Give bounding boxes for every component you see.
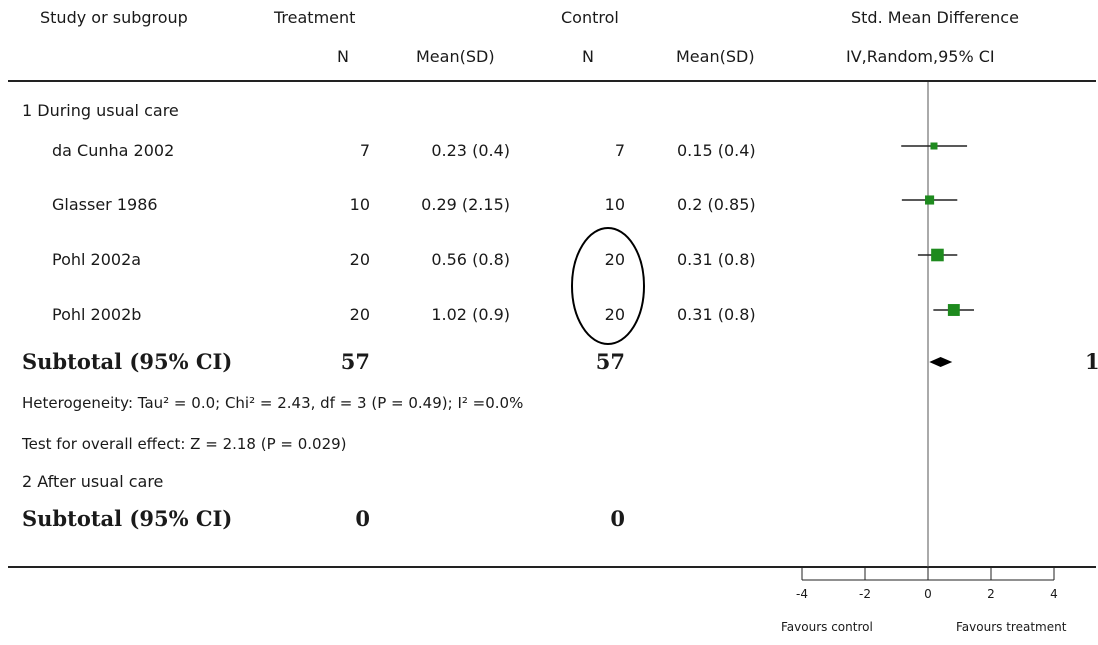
header-control-n: N <box>582 47 594 66</box>
control-mean-sd: 0.31 (0.8) <box>677 250 756 269</box>
control-n: 20 <box>604 305 625 324</box>
favours-left-label: Favours control <box>781 620 873 634</box>
study-name: da Cunha 2002 <box>52 141 175 160</box>
subtotal-control-n: 0 <box>610 506 625 531</box>
header-treatment-n: N <box>337 47 349 66</box>
control-n: 10 <box>604 195 625 214</box>
x-tick-label: 4 <box>1050 587 1058 601</box>
control-mean-sd: 0.31 (0.8) <box>677 305 756 324</box>
study-marker <box>930 142 938 150</box>
heterogeneity-text: Heterogeneity: Tau² = 0.0; Chi² = 2.43, … <box>22 394 524 412</box>
control-mean-sd: 0.2 (0.85) <box>677 195 756 214</box>
pooled-diamond <box>929 357 953 367</box>
group-title: 2 After usual care <box>22 472 164 491</box>
header-control-label: Control <box>561 8 619 27</box>
x-tick-label: -4 <box>796 587 808 601</box>
study-name: Glasser 1986 <box>52 195 158 214</box>
treatment-n: 10 <box>349 195 370 214</box>
study-marker <box>931 248 944 262</box>
subtotal-treatment-n: 57 <box>340 349 370 374</box>
header-effect-label: Std. Mean Difference <box>851 8 1019 27</box>
header-treatment-mean-sd: Mean(SD) <box>416 47 495 66</box>
overall-effect-text: Test for overall effect: Z = 2.18 (P = 0… <box>22 435 347 453</box>
annotation-circle <box>571 227 645 345</box>
header-method-label: IV,Random,95% CI <box>846 47 995 66</box>
treatment-mean-sd: 0.23 (0.4) <box>431 141 510 160</box>
x-tick-label: 0 <box>924 587 932 601</box>
treatment-mean-sd: 0.56 (0.8) <box>431 250 510 269</box>
control-mean-sd: 0.15 (0.4) <box>677 141 756 160</box>
treatment-mean-sd: 0.29 (2.15) <box>421 195 510 214</box>
subtotal-label: Subtotal (95% CI) <box>22 506 233 531</box>
study-marker <box>925 195 935 205</box>
favours-right-label: Favours treatment <box>956 620 1067 634</box>
treatment-mean-sd: 1.02 (0.9) <box>431 305 510 324</box>
subtotal-control-n: 57 <box>595 349 625 374</box>
x-tick-label: 2 <box>987 587 995 601</box>
control-n: 7 <box>614 141 625 160</box>
control-n: 20 <box>604 250 625 269</box>
group-title: 1 During usual care <box>22 101 179 120</box>
study-name: Pohl 2002a <box>52 250 142 269</box>
x-tick-label: -2 <box>859 587 871 601</box>
subtotal-right-text: 1 <box>1085 349 1098 374</box>
header-control-mean-sd: Mean(SD) <box>676 47 755 66</box>
study-name: Pohl 2002b <box>52 305 142 324</box>
subtotal-label: Subtotal (95% CI) <box>22 349 233 374</box>
header-divider <box>8 80 1096 82</box>
bottom-divider <box>8 566 1096 568</box>
treatment-n: 20 <box>349 305 370 324</box>
header-treatment-label: Treatment <box>274 8 356 27</box>
header-study-label: Study or subgroup <box>40 8 188 27</box>
study-marker <box>947 304 960 316</box>
treatment-n: 7 <box>359 141 370 160</box>
subtotal-treatment-n: 0 <box>355 506 370 531</box>
treatment-n: 20 <box>349 250 370 269</box>
